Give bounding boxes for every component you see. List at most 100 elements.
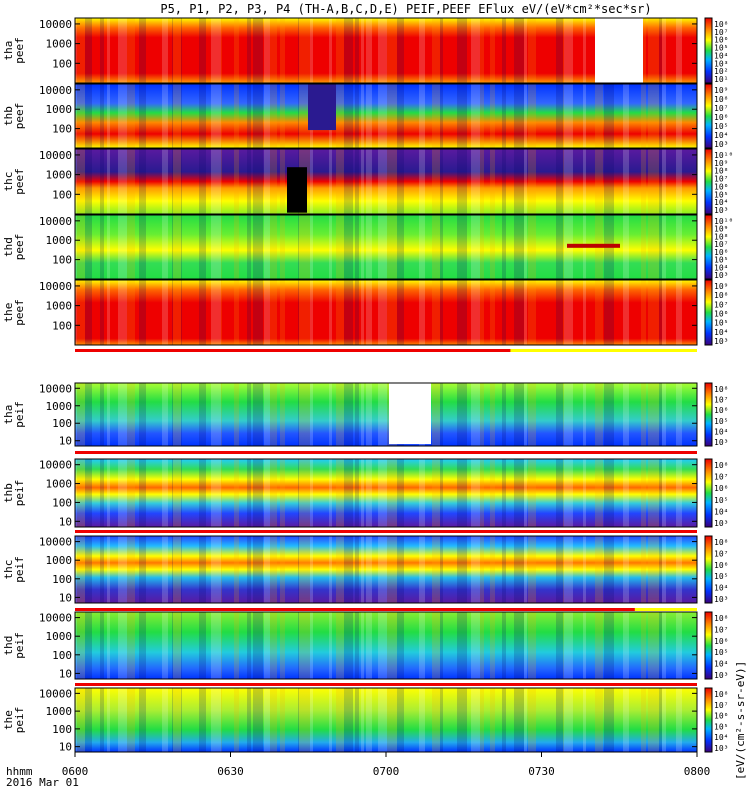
texture-streak	[304, 383, 313, 446]
texture-streak	[329, 612, 332, 679]
texture-streak	[355, 383, 359, 446]
texture-streak	[623, 383, 629, 446]
texture-streak	[648, 612, 659, 679]
colorbar-tick-label: 10⁷	[714, 300, 728, 309]
texture-streak	[139, 84, 146, 148]
texture-streak	[139, 280, 146, 345]
colorbar-tick-label: 10⁸	[714, 167, 728, 176]
texture-streak	[129, 612, 134, 679]
texture-streak	[378, 18, 387, 83]
texture-streak	[355, 459, 359, 527]
texture-streak	[77, 688, 85, 752]
texture-streak	[139, 18, 146, 83]
texture-streak	[378, 149, 387, 214]
texture-streak	[655, 688, 662, 752]
colorbar-tick-label: 10⁵	[714, 722, 728, 731]
x-tick-label: 0730	[528, 765, 555, 778]
texture-streak	[139, 459, 143, 527]
texture-streak	[100, 280, 104, 345]
texture-streak	[378, 383, 387, 446]
texture-streak	[490, 84, 495, 148]
texture-streak	[528, 149, 536, 214]
texture-streak	[173, 536, 181, 603]
colorbar-tick-label: 10⁸	[714, 385, 728, 394]
y-tick-label: 1000	[46, 300, 73, 313]
panel-frame	[74, 148, 698, 215]
texture-streak	[397, 215, 404, 279]
texture-streak	[124, 612, 135, 679]
texture-streak	[304, 18, 313, 83]
texture-streak	[490, 215, 495, 279]
texture-streak	[75, 612, 78, 679]
colorbar-tick-label: 10⁴	[714, 733, 728, 742]
texture-streak	[280, 612, 285, 679]
texture-streak	[247, 612, 251, 679]
texture-streak	[385, 215, 390, 279]
texture-streak	[385, 280, 390, 345]
texture-streak	[173, 280, 181, 345]
colorbar-tick-label: 10⁴	[714, 328, 728, 337]
texture-streak	[472, 459, 475, 527]
texture-streak	[329, 688, 332, 752]
texture-streak	[560, 84, 571, 148]
texture-streak	[604, 280, 614, 345]
texture-streak	[162, 280, 168, 345]
y-axis-label: thc	[2, 560, 15, 580]
colorbar	[704, 214, 713, 280]
texture-streak	[107, 18, 110, 83]
texture-streak	[253, 149, 263, 214]
texture-streak	[521, 280, 527, 345]
texture-streak	[472, 688, 475, 752]
texture-streak	[560, 215, 571, 279]
texture-streak	[100, 149, 104, 214]
texture-streak	[304, 280, 313, 345]
texture-streak	[657, 84, 666, 148]
texture-streak	[502, 459, 506, 527]
texture-streak	[610, 688, 614, 752]
texture-streak	[610, 459, 614, 527]
texture-streak	[361, 280, 364, 345]
texture-streak	[329, 536, 332, 603]
texture-streak	[253, 18, 263, 83]
y-tick-label: 1000	[46, 169, 73, 182]
texture-streak	[172, 149, 182, 214]
y-tick-label: 100	[52, 319, 72, 332]
time-axis-date-label: 2016 Mar 01	[6, 776, 79, 789]
texture-streak	[139, 459, 146, 527]
texture-streak	[610, 612, 614, 679]
texture-streak	[139, 149, 143, 214]
texture-streak	[107, 688, 110, 752]
texture-streak	[560, 149, 571, 214]
texture-streak	[502, 536, 506, 603]
texture-streak	[124, 459, 135, 527]
colorbar-tick-label: 10⁵	[714, 648, 728, 657]
texture-streak	[419, 688, 425, 752]
texture-streak	[139, 612, 146, 679]
texture-streak	[139, 280, 143, 345]
y-tick-label: 10000	[39, 84, 72, 97]
texture-streak	[218, 688, 221, 752]
texture-streak	[432, 459, 440, 527]
texture-streak	[234, 536, 239, 603]
y-axis-label: tha	[2, 41, 15, 61]
texture-streak	[124, 688, 135, 752]
texture-streak	[514, 149, 524, 214]
texture-streak	[264, 18, 270, 83]
colorbar-tick-label: 10⁸	[714, 690, 728, 699]
texture-streak	[641, 688, 646, 752]
texture-streak	[583, 149, 586, 214]
texture-streak	[355, 688, 359, 752]
texture-streak	[556, 149, 563, 214]
texture-streak	[471, 215, 480, 279]
texture-streak	[211, 18, 220, 83]
panel-frame	[74, 458, 698, 528]
colorbar-tick-label: 10⁵	[714, 417, 728, 426]
texture-streak	[556, 536, 563, 603]
time-axis-unit-label: hhmm	[6, 765, 33, 778]
texture-streak	[397, 688, 404, 752]
texture-streak	[378, 688, 387, 752]
texture-streak	[419, 612, 425, 679]
texture-streak	[129, 280, 134, 345]
texture-streak	[457, 84, 464, 148]
texture-streak	[77, 536, 85, 603]
